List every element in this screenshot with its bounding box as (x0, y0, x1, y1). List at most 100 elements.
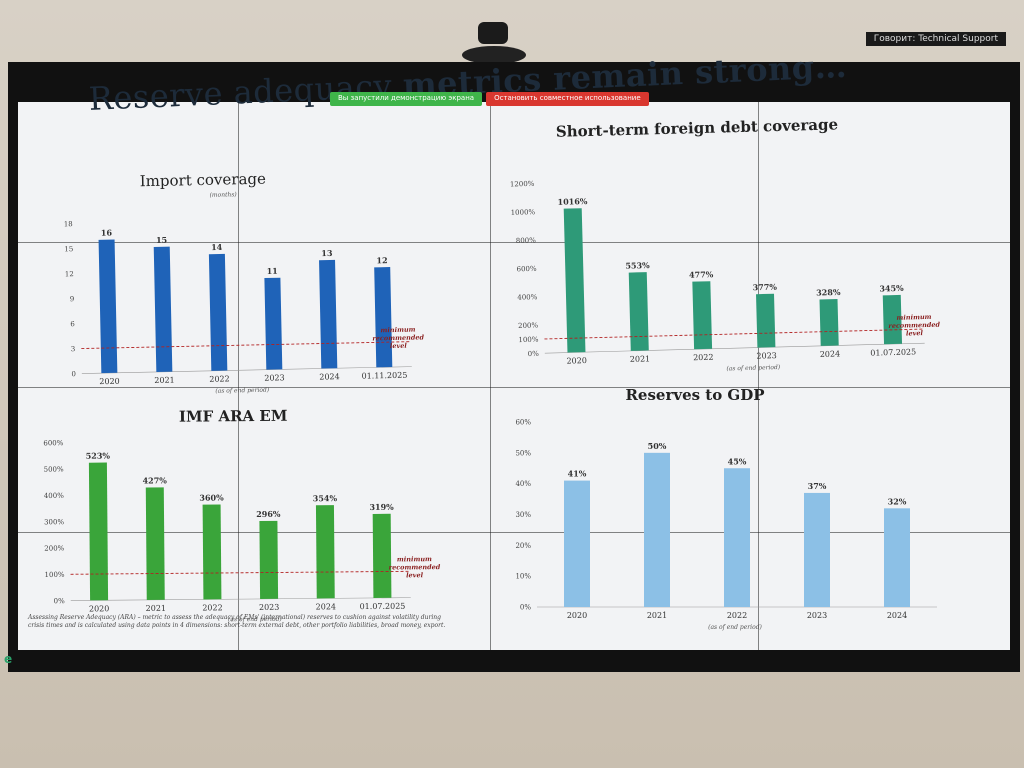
imf-ara-em-chart: IMF ARA EM 0% 100% 200% 300% 400% 500% 600% 523%… (43, 407, 440, 624)
y-tick-label: 18 (64, 220, 73, 228)
period-note: (as of end period) (708, 624, 762, 631)
minimum-level-label: minimum (896, 313, 931, 322)
data-label: 360% (199, 492, 224, 502)
period-note: (as of end period) (228, 616, 282, 623)
minimum-level-label: recommended (372, 333, 424, 342)
minimum-level-label: minimum (380, 326, 415, 335)
y-tick-label: 500% (44, 465, 64, 473)
y-tick-label: 3 (71, 345, 76, 353)
tile-seam (18, 242, 1010, 243)
data-label: 41% (568, 469, 587, 479)
x-tick-label: 2021 (154, 376, 175, 385)
x-tick-label: 2023 (259, 603, 279, 612)
x-axis (544, 342, 925, 354)
x-tick-label: 2024 (887, 611, 907, 620)
data-label: 16 (101, 228, 113, 238)
data-label: 553% (625, 260, 650, 271)
bar (819, 299, 839, 346)
bar (372, 513, 392, 598)
bar (882, 294, 903, 345)
x-tick-label: 2023 (807, 611, 827, 620)
camera-icon (462, 22, 526, 68)
x-tick-label: 2020 (89, 604, 109, 613)
minimum-level-label: level (406, 571, 424, 579)
reserves-to-gdp-chart: Reserves to GDP 0% 10% 20% 30% 40% 50% 60% 41% 20… (515, 386, 937, 631)
tile-seam (18, 387, 1010, 388)
y-tick-label: 30% (515, 511, 531, 519)
bar (208, 253, 228, 371)
y-tick-label: 1000% (511, 208, 536, 217)
period-note: (as of end period) (215, 387, 270, 395)
data-label: 328% (816, 287, 841, 298)
import-coverage-chart: Import coverage(months) 0 3 6 9 12 15 18 16 2020 1… (64, 170, 425, 395)
chart-title: IMF ARA EM (179, 407, 288, 426)
data-label: 523% (86, 451, 111, 461)
y-tick-label: 60% (515, 419, 531, 427)
data-label: 296% (256, 509, 281, 519)
y-tick-label: 0% (54, 597, 66, 605)
screen-share-bar: Вы запустили демонстрацию экрана Останов… (330, 92, 649, 106)
y-tick-label: 40% (515, 480, 531, 488)
period-note: (as of end period) (726, 364, 781, 372)
x-tick-label: 2021 (647, 611, 667, 620)
data-label: 13 (321, 248, 333, 258)
bar (724, 468, 750, 607)
app-logo-icon: e (4, 652, 13, 666)
data-label: 354% (313, 493, 338, 503)
bar (564, 480, 590, 607)
y-tick-label: 100% (518, 336, 539, 345)
x-tick-label: 2023 (756, 351, 777, 361)
x-tick-label: 2020 (99, 377, 120, 386)
bar (563, 208, 586, 353)
minimum-level-label: level (906, 329, 924, 337)
bar (264, 277, 283, 370)
x-tick-label: 2021 (630, 354, 651, 364)
y-tick-label: 0% (528, 350, 540, 358)
bar (98, 239, 118, 374)
x-tick-label: 2022 (693, 353, 714, 363)
bar (756, 293, 776, 348)
bar (88, 462, 109, 601)
data-label: 37% (808, 481, 827, 491)
minimum-level-label: minimum (397, 555, 432, 563)
y-tick-label: 20% (515, 542, 531, 550)
share-notice: Вы запустили демонстрацию экрана (330, 92, 483, 106)
bar (319, 259, 338, 369)
x-axis (70, 597, 411, 601)
bar (315, 505, 335, 599)
data-label: 12 (376, 255, 387, 265)
x-tick-label: 2022 (209, 374, 230, 383)
x-tick-label: 2022 (727, 611, 747, 620)
data-label: 15 (156, 235, 167, 245)
x-tick-label: 2022 (202, 603, 222, 612)
y-tick-label: 800% (516, 237, 537, 246)
data-label: 345% (879, 283, 904, 294)
data-label: 45% (728, 456, 747, 466)
x-tick-label: 2023 (264, 373, 285, 382)
minimum-level-label: level (390, 342, 408, 350)
x-tick-label: 2024 (319, 372, 340, 381)
tile-seam (490, 102, 491, 650)
data-label: 11 (267, 266, 278, 276)
data-label: 50% (648, 441, 667, 451)
minimum-level-label: recommended (888, 321, 940, 330)
y-tick-label: 400% (44, 492, 64, 500)
y-tick-label: 600% (43, 439, 63, 447)
y-tick-label: 300% (44, 518, 64, 526)
short-term-debt-coverage-chart: Short-term foreign debt coverage 0% 100% 20… (510, 115, 941, 372)
data-label: 377% (753, 282, 778, 293)
x-tick-label: 2020 (566, 356, 587, 366)
data-label: 319% (369, 502, 394, 512)
minimum-level-line (81, 341, 412, 349)
bar (884, 508, 910, 607)
x-tick-label: 2021 (146, 604, 166, 613)
stop-share-button[interactable]: Остановить совместное использование (486, 92, 649, 106)
data-label: 427% (143, 475, 168, 485)
minimum-level-line (544, 328, 925, 340)
bar (259, 520, 279, 599)
x-tick-label: 2020 (567, 611, 587, 620)
x-axis (81, 366, 412, 374)
x-tick-label: 2024 (316, 602, 336, 611)
data-label: 32% (888, 496, 907, 506)
y-tick-label: 15 (64, 245, 73, 253)
